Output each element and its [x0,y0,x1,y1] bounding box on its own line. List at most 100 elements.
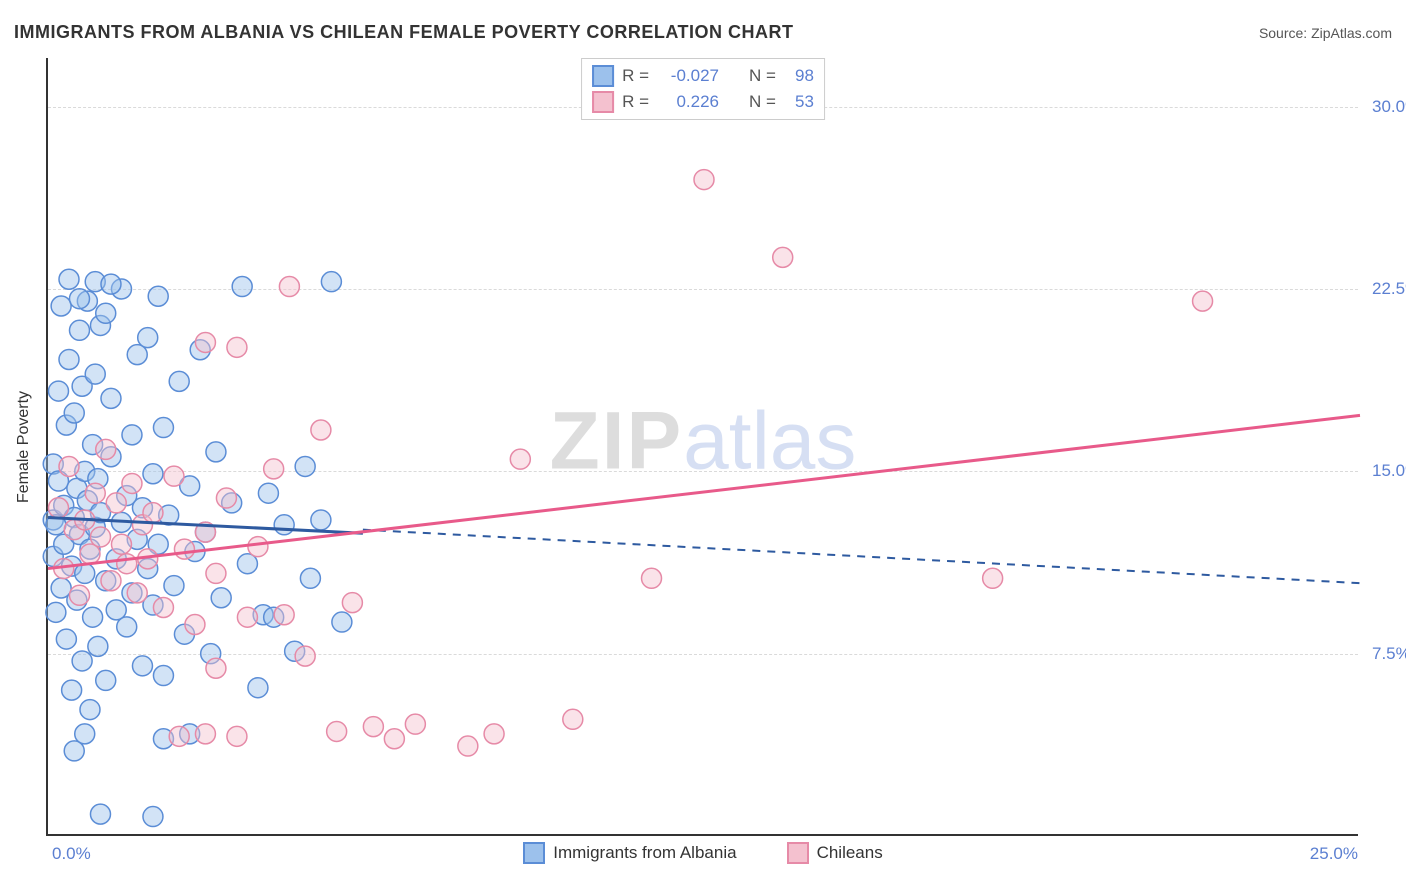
data-point [148,286,168,306]
data-point [195,724,215,744]
data-point [211,588,231,608]
data-point [101,388,121,408]
data-point [563,709,583,729]
data-point [46,602,66,622]
data-point [311,510,331,530]
y-axis-label: Female Poverty [12,58,36,836]
data-point [59,456,79,476]
data-point [69,320,89,340]
data-point [101,274,121,294]
data-point [143,807,163,827]
data-point [75,724,95,744]
data-point [264,459,284,479]
plot-svg [48,58,1358,834]
data-point [101,571,121,591]
trend-line [48,415,1360,568]
ytick-label: 30.0% [1362,97,1406,117]
data-point [174,539,194,559]
data-point [321,272,341,292]
data-point [694,170,714,190]
data-point [258,483,278,503]
data-point [117,554,137,574]
data-point [983,568,1003,588]
legend-swatch-1 [592,91,614,113]
data-point [96,303,116,323]
data-point [363,717,383,737]
ytick-label: 22.5% [1362,279,1406,299]
data-point [56,629,76,649]
data-point [117,617,137,637]
chart-area: ZIPatlas 7.5%15.0%22.5%30.0% R = -0.027 … [46,58,1358,836]
data-point [510,449,530,469]
data-point [48,381,68,401]
data-point [90,804,110,824]
data-point [295,646,315,666]
source-label: Source: ZipAtlas.com [1259,25,1392,41]
data-point [64,403,84,423]
data-point [111,534,131,554]
data-point [384,729,404,749]
chart-header: IMMIGRANTS FROM ALBANIA VS CHILEAN FEMAL… [14,22,1392,43]
x-axis-ticks: 0.0% 25.0% [48,834,1358,864]
data-point [332,612,352,632]
data-point [72,651,92,671]
data-point [169,726,189,746]
data-point [122,473,142,493]
ytick-label: 7.5% [1362,644,1406,664]
data-point [227,726,247,746]
data-point [195,332,215,352]
legend-row-series-1: R = 0.226 N = 53 [592,89,814,115]
data-point [206,442,226,462]
data-point [342,593,362,613]
legend-row-series-0: R = -0.027 N = 98 [592,63,814,89]
data-point [216,488,236,508]
data-point [206,658,226,678]
data-point [132,656,152,676]
data-point [237,607,257,627]
data-point [80,700,100,720]
data-point [106,493,126,513]
data-point [227,337,247,357]
data-point [85,483,105,503]
chart-title: IMMIGRANTS FROM ALBANIA VS CHILEAN FEMAL… [14,22,794,43]
data-point [153,418,173,438]
data-point [274,515,294,535]
data-point [295,456,315,476]
data-point [642,568,662,588]
data-point [96,670,116,690]
ytick-label: 15.0% [1362,461,1406,481]
data-point [311,420,331,440]
data-point [405,714,425,734]
data-point [143,503,163,523]
legend-swatch-0 [592,65,614,87]
data-point [458,736,478,756]
data-point [69,585,89,605]
data-point [88,636,108,656]
data-point [122,425,142,445]
data-point [59,269,79,289]
data-point [274,605,294,625]
correlation-legend: R = -0.027 N = 98 R = 0.226 N = 53 [581,58,825,120]
xtick-min: 0.0% [52,844,91,864]
data-point [248,537,268,557]
data-point [96,439,116,459]
data-point [138,328,158,348]
data-point [1193,291,1213,311]
data-point [48,498,68,518]
data-point [232,277,252,297]
data-point [90,527,110,547]
data-point [300,568,320,588]
data-point [164,576,184,596]
data-point [327,721,347,741]
data-point [484,724,504,744]
data-point [51,296,71,316]
data-point [59,349,79,369]
data-point [279,277,299,297]
data-point [69,289,89,309]
data-point [773,247,793,267]
data-point [206,563,226,583]
data-point [83,607,103,627]
data-point [153,666,173,686]
data-point [127,583,147,603]
data-point [164,466,184,486]
